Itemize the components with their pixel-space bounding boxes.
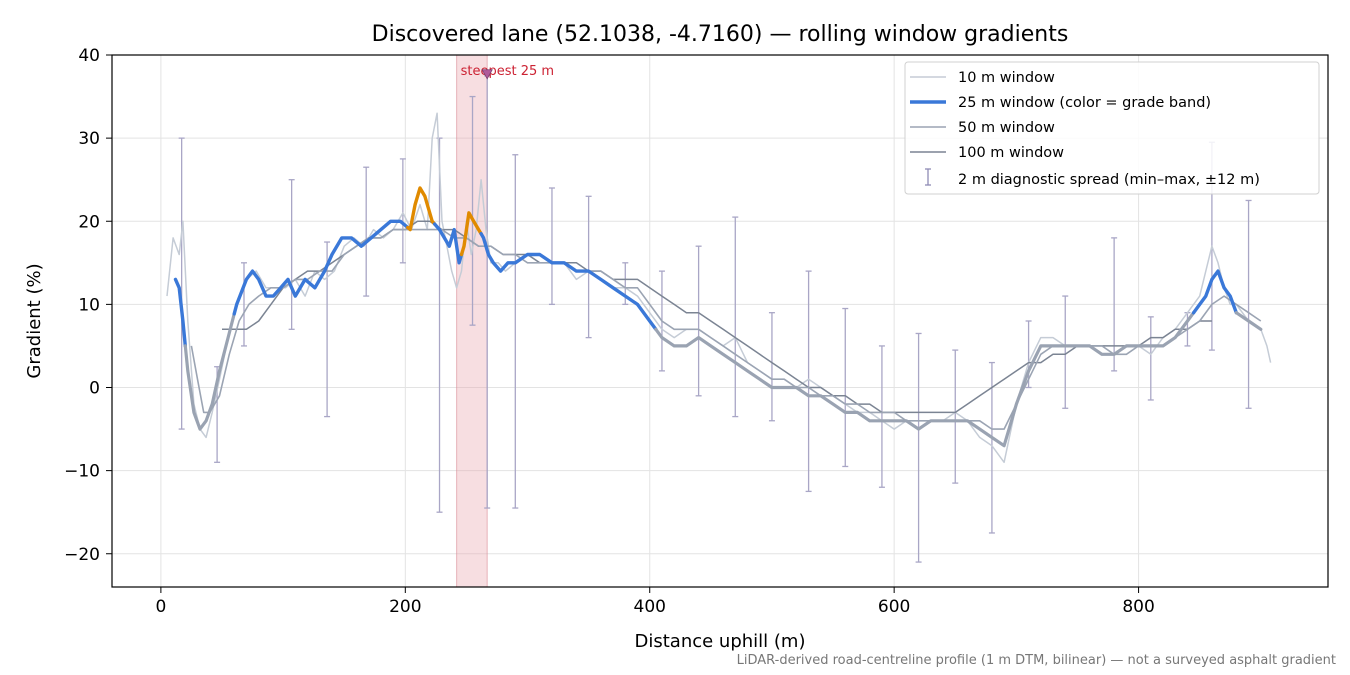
- y-tick-label: −20: [64, 545, 100, 565]
- x-tick-label: 200: [389, 597, 421, 617]
- errorbar: [288, 179, 295, 330]
- series-25m-segment-blue: [232, 219, 410, 316]
- y-axis-label: Gradient (%): [24, 263, 45, 378]
- legend-label-25m: 25 m window (color = grade band): [958, 95, 1211, 111]
- errorbar: [988, 361, 995, 534]
- series-25m-segment-blue: [432, 222, 464, 265]
- errorbar: [469, 95, 476, 326]
- line-series-group: [166, 112, 1272, 464]
- errorbar: [1245, 199, 1252, 409]
- legend-box: [904, 61, 1320, 195]
- legend-label-100m: 100 m window: [958, 145, 1064, 161]
- errorbar: [1062, 295, 1069, 409]
- series-25m-segment-orange: [406, 186, 437, 232]
- y-tick-label: 20: [78, 212, 100, 232]
- errorbar: [805, 270, 812, 493]
- x-tick-label: 400: [634, 597, 666, 617]
- series-25m-segment-grey: [183, 312, 236, 431]
- x-tick-label: 800: [1122, 597, 1154, 617]
- x-tick-label: 600: [878, 597, 910, 617]
- errorbar: [732, 216, 739, 418]
- errorbar: [240, 262, 247, 347]
- x-axis-label: Distance uphill (m): [635, 631, 806, 652]
- legend-label-errorbar: 2 m diagnostic spread (min–max, ±12 m): [958, 172, 1260, 188]
- errorbar: [695, 245, 702, 397]
- legend-label-50m: 50 m window: [958, 120, 1055, 136]
- y-tick-label: 40: [78, 46, 100, 66]
- errorbar: [878, 345, 885, 488]
- errorbar: [915, 332, 922, 563]
- plot-frame: [111, 54, 1329, 588]
- errorbar: [512, 154, 519, 509]
- legend-label-10m: 10 m window: [958, 70, 1055, 86]
- errorbar: [1111, 237, 1118, 372]
- errorbar-series: [178, 75, 1252, 563]
- errorbar: [1025, 320, 1032, 389]
- series-25m-segment-grey: [1234, 311, 1263, 331]
- axis-ticks: 0 200 400 600 800 −20 −10 0 10 20 30 40: [64, 46, 1155, 617]
- steepest-marker: [481, 69, 493, 80]
- series-25m-segment-orange: [459, 211, 483, 257]
- y-tick-label: −10: [64, 462, 100, 482]
- errorbar: [585, 195, 592, 339]
- y-tick-label: 0: [89, 379, 100, 399]
- errorbar: [363, 166, 370, 297]
- legend-swatch-errorbar: [925, 168, 931, 186]
- x-tick-label: 0: [155, 597, 166, 617]
- series-25m-segment-blue: [479, 232, 658, 331]
- errorbar: [178, 137, 185, 430]
- y-tick-label: 10: [78, 295, 100, 315]
- steepest-label: steepest 25 m: [461, 64, 554, 79]
- series-25m-segment-grey: [654, 311, 1196, 448]
- series-25m-segment-blue: [173, 277, 187, 348]
- errorbar: [1147, 316, 1154, 401]
- errorbar: [842, 307, 849, 468]
- chart-title: Discovered lane (52.1038, -4.7160) — rol…: [372, 22, 1069, 47]
- errorbar: [952, 349, 959, 484]
- errorbar: [399, 158, 406, 264]
- y-tick-label: 30: [78, 129, 100, 149]
- legend: 10 m window 25 m window (color = grade b…: [904, 61, 1320, 195]
- footnote: LiDAR-derived road-centreline profile (1…: [737, 653, 1336, 668]
- errorbar: [768, 312, 775, 422]
- errorbar: [548, 187, 555, 306]
- series-25m-segment-blue: [1191, 269, 1238, 315]
